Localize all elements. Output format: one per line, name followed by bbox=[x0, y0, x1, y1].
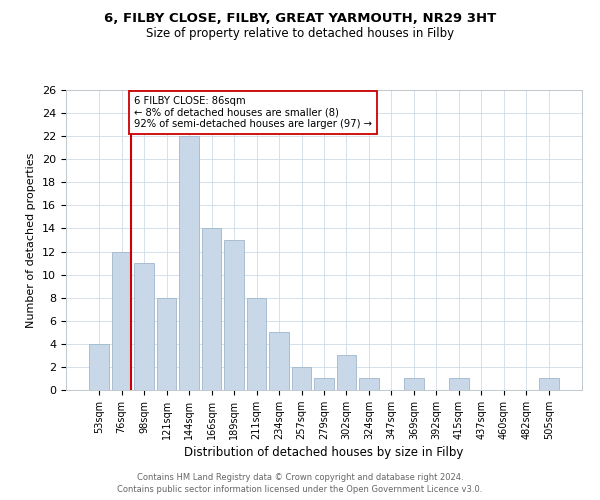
Text: Size of property relative to detached houses in Filby: Size of property relative to detached ho… bbox=[146, 28, 454, 40]
Text: Contains public sector information licensed under the Open Government Licence v3: Contains public sector information licen… bbox=[118, 485, 482, 494]
Bar bbox=[292, 367, 311, 390]
Text: Contains HM Land Registry data © Crown copyright and database right 2024.: Contains HM Land Registry data © Crown c… bbox=[137, 472, 463, 482]
Bar bbox=[247, 298, 266, 390]
X-axis label: Distribution of detached houses by size in Filby: Distribution of detached houses by size … bbox=[184, 446, 464, 459]
Bar bbox=[202, 228, 221, 390]
Bar bbox=[157, 298, 176, 390]
Bar bbox=[337, 356, 356, 390]
Y-axis label: Number of detached properties: Number of detached properties bbox=[26, 152, 37, 328]
Bar bbox=[314, 378, 334, 390]
Bar bbox=[449, 378, 469, 390]
Text: 6 FILBY CLOSE: 86sqm
← 8% of detached houses are smaller (8)
92% of semi-detache: 6 FILBY CLOSE: 86sqm ← 8% of detached ho… bbox=[134, 96, 373, 129]
Bar bbox=[404, 378, 424, 390]
Bar bbox=[89, 344, 109, 390]
Bar bbox=[539, 378, 559, 390]
Bar bbox=[179, 136, 199, 390]
Text: 6, FILBY CLOSE, FILBY, GREAT YARMOUTH, NR29 3HT: 6, FILBY CLOSE, FILBY, GREAT YARMOUTH, N… bbox=[104, 12, 496, 26]
Bar bbox=[112, 252, 131, 390]
Bar bbox=[224, 240, 244, 390]
Bar bbox=[134, 263, 154, 390]
Bar bbox=[359, 378, 379, 390]
Bar bbox=[269, 332, 289, 390]
